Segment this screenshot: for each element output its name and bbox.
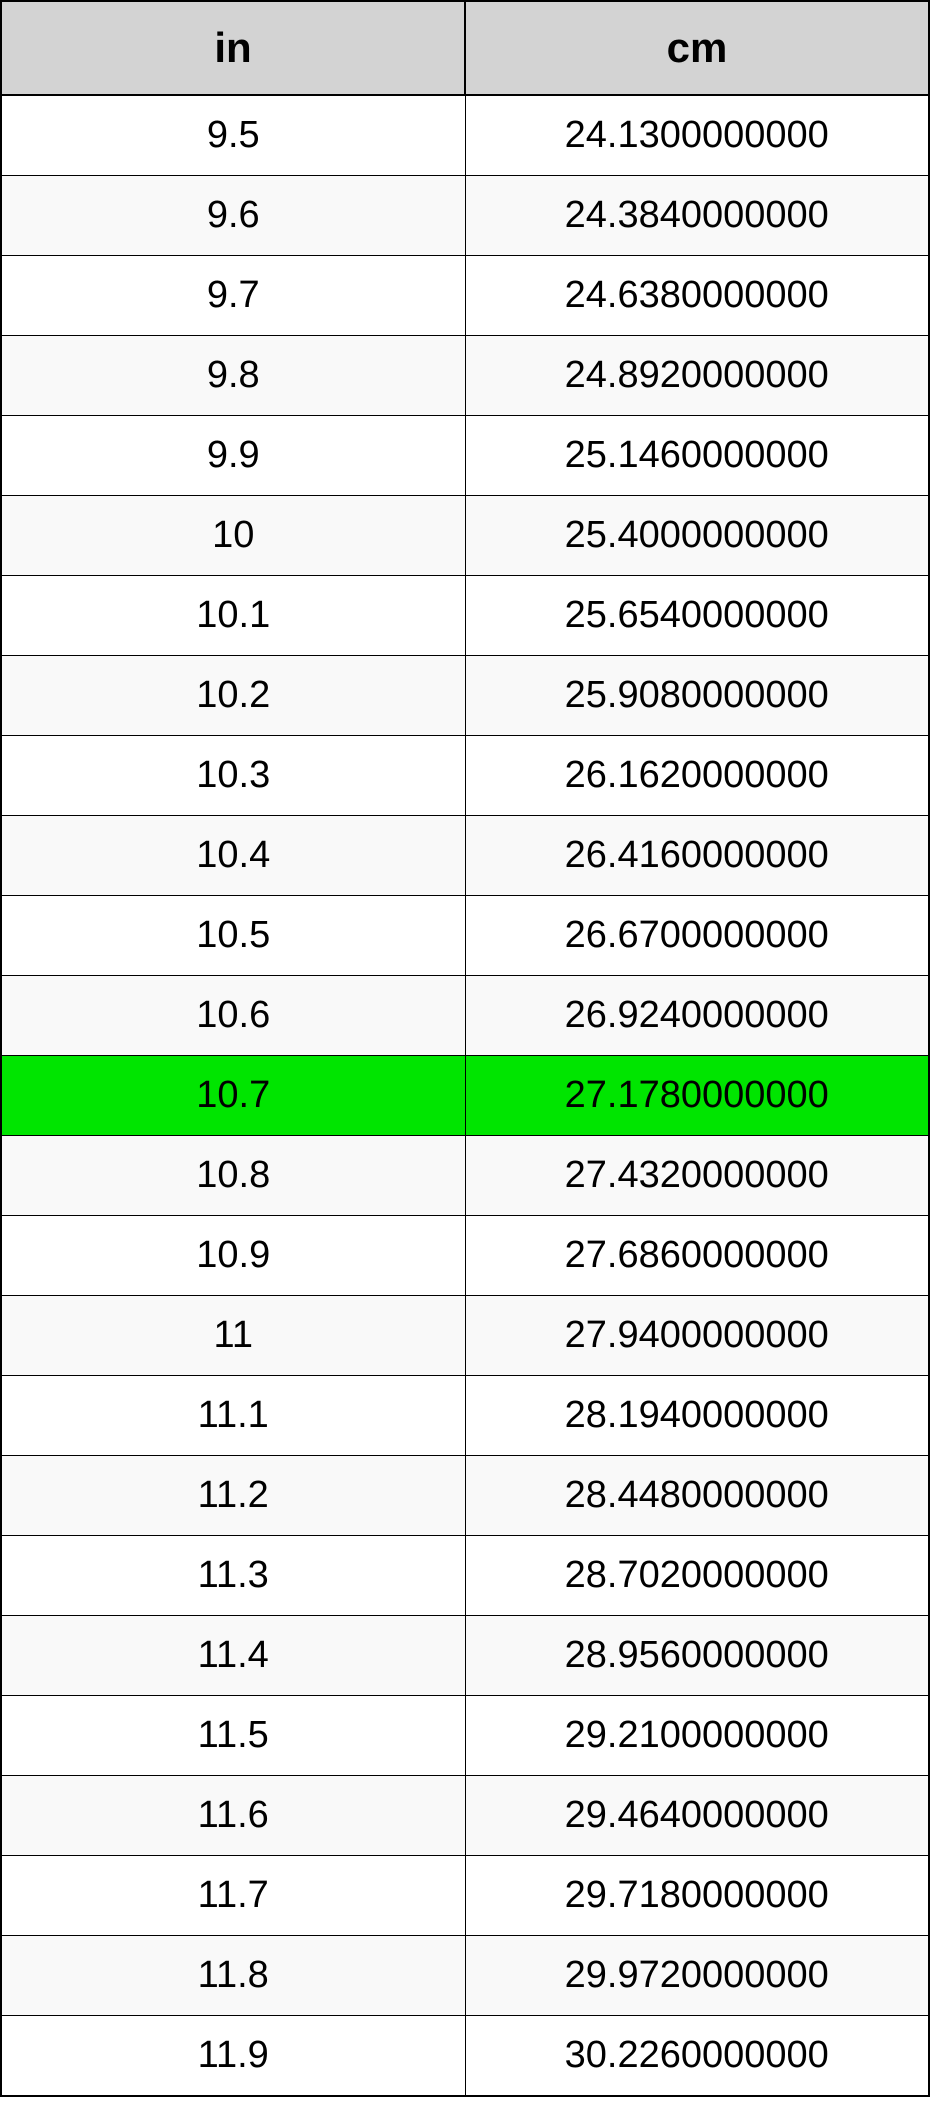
table-row: 11.228.4480000000 bbox=[1, 1456, 929, 1536]
cell-cm: 27.4320000000 bbox=[465, 1136, 929, 1216]
cell-cm: 26.4160000000 bbox=[465, 816, 929, 896]
cell-cm: 28.4480000000 bbox=[465, 1456, 929, 1536]
cell-in: 11.1 bbox=[1, 1376, 465, 1456]
cell-cm: 28.1940000000 bbox=[465, 1376, 929, 1456]
cell-cm: 28.9560000000 bbox=[465, 1616, 929, 1696]
cell-cm: 24.3840000000 bbox=[465, 176, 929, 256]
table-row: 11.128.1940000000 bbox=[1, 1376, 929, 1456]
cell-in: 10.3 bbox=[1, 736, 465, 816]
table-row: 1127.9400000000 bbox=[1, 1296, 929, 1376]
cell-in: 9.8 bbox=[1, 336, 465, 416]
table-row: 10.426.4160000000 bbox=[1, 816, 929, 896]
cell-cm: 24.6380000000 bbox=[465, 256, 929, 336]
cell-cm: 25.1460000000 bbox=[465, 416, 929, 496]
cell-cm: 25.4000000000 bbox=[465, 496, 929, 576]
cell-in: 11.4 bbox=[1, 1616, 465, 1696]
column-header-in: in bbox=[1, 1, 465, 95]
conversion-table: in cm 9.524.1300000000 9.624.3840000000 … bbox=[0, 0, 930, 2097]
cell-in: 9.6 bbox=[1, 176, 465, 256]
table-row: 11.529.2100000000 bbox=[1, 1696, 929, 1776]
cell-cm: 29.7180000000 bbox=[465, 1856, 929, 1936]
cell-cm: 26.6700000000 bbox=[465, 896, 929, 976]
table-header-row: in cm bbox=[1, 1, 929, 95]
table-row: 11.829.9720000000 bbox=[1, 1936, 929, 2016]
table-row: 9.925.1460000000 bbox=[1, 416, 929, 496]
table-body: 9.524.1300000000 9.624.3840000000 9.724.… bbox=[1, 95, 929, 2096]
table-row: 9.624.3840000000 bbox=[1, 176, 929, 256]
table-row: 10.125.6540000000 bbox=[1, 576, 929, 656]
cell-in: 11.3 bbox=[1, 1536, 465, 1616]
table-row: 10.626.9240000000 bbox=[1, 976, 929, 1056]
cell-in: 9.9 bbox=[1, 416, 465, 496]
cell-cm: 27.9400000000 bbox=[465, 1296, 929, 1376]
cell-in: 11 bbox=[1, 1296, 465, 1376]
cell-in: 10.8 bbox=[1, 1136, 465, 1216]
cell-in: 10.6 bbox=[1, 976, 465, 1056]
table-row: 11.729.7180000000 bbox=[1, 1856, 929, 1936]
cell-cm: 27.1780000000 bbox=[465, 1056, 929, 1136]
cell-in: 10.7 bbox=[1, 1056, 465, 1136]
table-row: 9.724.6380000000 bbox=[1, 256, 929, 336]
cell-cm: 25.6540000000 bbox=[465, 576, 929, 656]
cell-in: 10.9 bbox=[1, 1216, 465, 1296]
table-row: 11.428.9560000000 bbox=[1, 1616, 929, 1696]
cell-cm: 25.9080000000 bbox=[465, 656, 929, 736]
cell-cm: 29.9720000000 bbox=[465, 1936, 929, 2016]
cell-in: 10.2 bbox=[1, 656, 465, 736]
cell-in: 10.5 bbox=[1, 896, 465, 976]
cell-in: 11.2 bbox=[1, 1456, 465, 1536]
table-row: 9.524.1300000000 bbox=[1, 95, 929, 176]
table-row: 10.927.6860000000 bbox=[1, 1216, 929, 1296]
cell-in: 11.7 bbox=[1, 1856, 465, 1936]
cell-cm: 28.7020000000 bbox=[465, 1536, 929, 1616]
cell-cm: 29.4640000000 bbox=[465, 1776, 929, 1856]
table-row-highlighted: 10.727.1780000000 bbox=[1, 1056, 929, 1136]
table-row: 10.225.9080000000 bbox=[1, 656, 929, 736]
cell-in: 10.4 bbox=[1, 816, 465, 896]
cell-cm: 24.8920000000 bbox=[465, 336, 929, 416]
table-row: 11.328.7020000000 bbox=[1, 1536, 929, 1616]
cell-in: 9.5 bbox=[1, 95, 465, 176]
cell-in: 9.7 bbox=[1, 256, 465, 336]
table-row: 10.326.1620000000 bbox=[1, 736, 929, 816]
table-row: 11.930.2260000000 bbox=[1, 2016, 929, 2097]
table-row: 1025.4000000000 bbox=[1, 496, 929, 576]
table-row: 10.827.4320000000 bbox=[1, 1136, 929, 1216]
cell-cm: 27.6860000000 bbox=[465, 1216, 929, 1296]
cell-in: 10 bbox=[1, 496, 465, 576]
cell-cm: 26.1620000000 bbox=[465, 736, 929, 816]
table-row: 11.629.4640000000 bbox=[1, 1776, 929, 1856]
cell-cm: 24.1300000000 bbox=[465, 95, 929, 176]
cell-cm: 29.2100000000 bbox=[465, 1696, 929, 1776]
cell-in: 11.6 bbox=[1, 1776, 465, 1856]
column-header-cm: cm bbox=[465, 1, 929, 95]
cell-in: 11.5 bbox=[1, 1696, 465, 1776]
cell-cm: 30.2260000000 bbox=[465, 2016, 929, 2097]
table-row: 9.824.8920000000 bbox=[1, 336, 929, 416]
cell-in: 11.8 bbox=[1, 1936, 465, 2016]
cell-cm: 26.9240000000 bbox=[465, 976, 929, 1056]
table-row: 10.526.6700000000 bbox=[1, 896, 929, 976]
cell-in: 10.1 bbox=[1, 576, 465, 656]
cell-in: 11.9 bbox=[1, 2016, 465, 2097]
